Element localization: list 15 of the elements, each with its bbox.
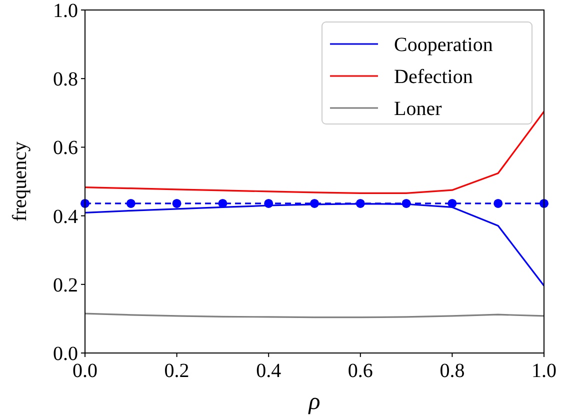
x-tick-label: 0.8 [440,360,465,382]
y-tick-label: 1.0 [53,0,78,22]
x-tick-label: 0.2 [164,360,190,382]
y-tick-label: 0.8 [53,68,78,91]
legend-label: Defection [394,66,473,88]
x-tick-label: 0.4 [256,360,282,382]
legend-label: Cooperation [394,34,493,56]
y-tick-label: 0.4 [53,206,78,228]
y-axis-title: frequency [9,142,31,222]
y-tick-label: 0.2 [53,274,78,296]
y-tick-label: 0.6 [53,137,78,160]
x-tick-label: 1.0 [532,360,556,382]
x-tick-label: 0.6 [348,360,373,382]
legend-label: Loner [394,98,442,120]
x-axis-title: ρ [308,389,320,415]
